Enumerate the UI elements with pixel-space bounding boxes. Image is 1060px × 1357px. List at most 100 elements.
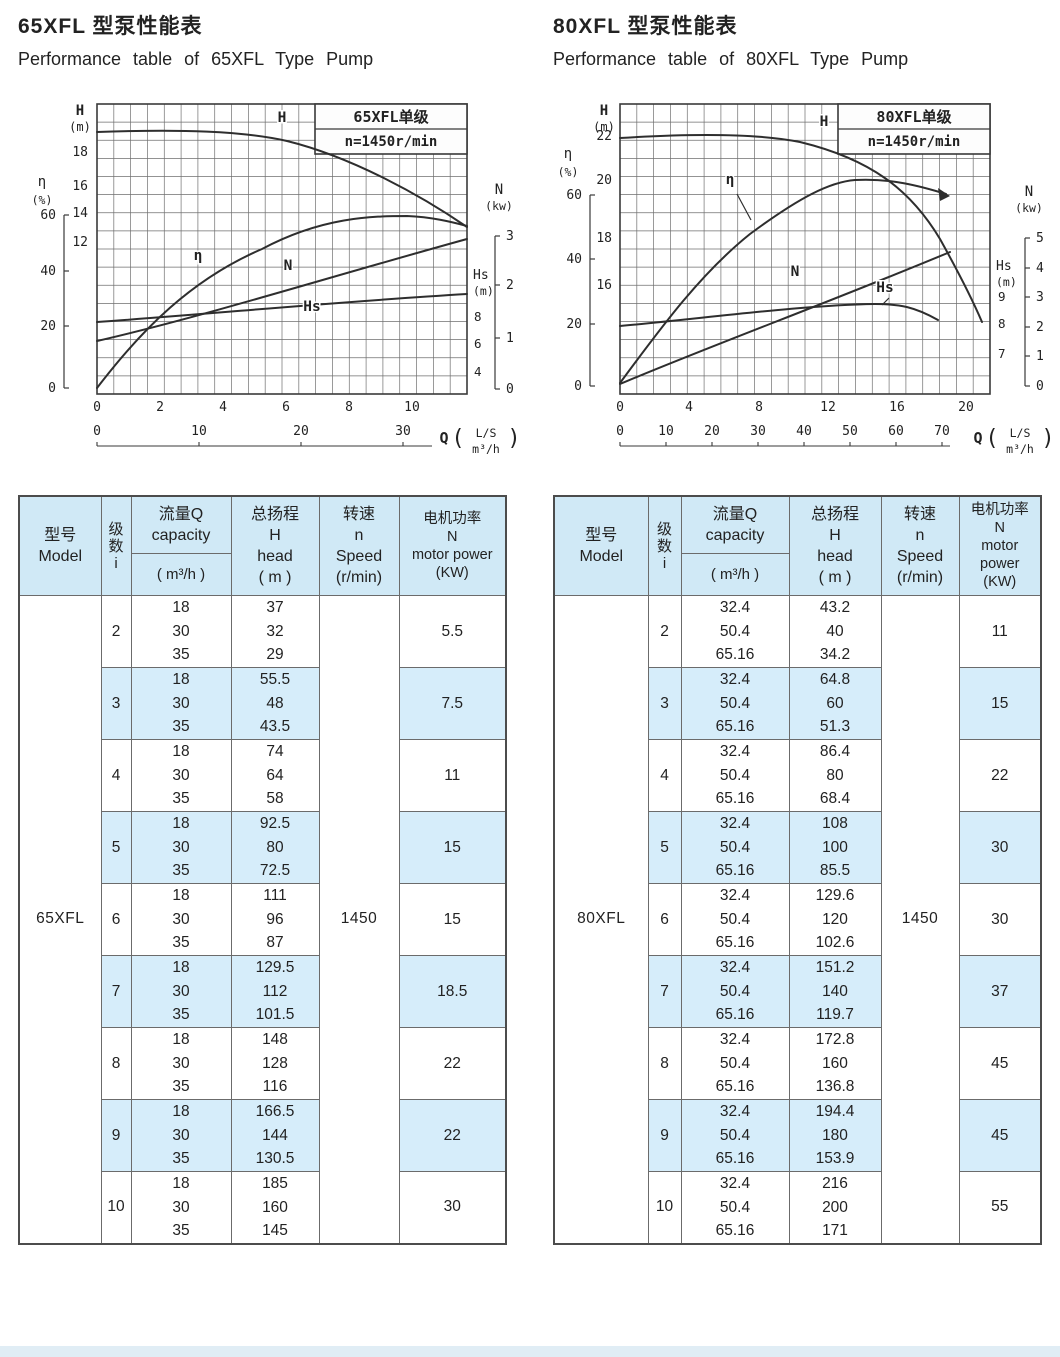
head-value-cell: 166.5 [230, 1099, 319, 1124]
n-axis-label: N [495, 182, 503, 198]
curve-H [619, 133, 983, 323]
x-axis-tick-ls: 4 [219, 400, 227, 415]
title-zh-80xfl: 80XFL 型泵性能表 [553, 15, 738, 38]
head-value-cell: 102.6 [788, 931, 881, 956]
curve-label-Hs: Hs [303, 299, 320, 315]
hs-axis-tick: 6 [474, 336, 482, 351]
table-row: 65.16 119.7 [554, 1003, 1041, 1028]
capacity-value-cell: 32.4 [680, 667, 789, 692]
table-row: 35 72.5 [19, 859, 506, 884]
table-row: 30 160 [19, 1195, 506, 1220]
head-value-cell: 74 [230, 739, 319, 764]
header-speed-line: n [354, 527, 364, 544]
head-value-cell: 180 [788, 1123, 881, 1148]
stage-cell: 6 [647, 883, 681, 956]
head-value-cell: 64 [230, 763, 319, 788]
capacity-value-cell: 32.4 [680, 1027, 789, 1052]
chart-title: 65XFL单级 [353, 108, 429, 126]
title-en-80xfl: Performance table of 80XFL Type Pump [553, 49, 909, 69]
head-value-cell: 148 [230, 1027, 319, 1052]
header-power-line: (KW) [983, 574, 1017, 590]
header-power-line: N [447, 529, 458, 545]
h-axis-label: H [600, 103, 608, 119]
table-row: 50.4 40 [554, 619, 1041, 644]
header-stage-line: 数 [108, 537, 124, 555]
capacity-value-cell: 18 [130, 955, 231, 980]
x-axis-tick-m3h: 10 [191, 424, 207, 439]
h-axis-unit: (m) [69, 120, 91, 134]
head-value-cell: 85.5 [788, 859, 881, 884]
head-value-cell: 108 [788, 811, 881, 836]
capacity-value-cell: 65.16 [680, 1003, 789, 1028]
header-power-line: N [994, 520, 1005, 536]
h-axis-tick: 16 [72, 179, 88, 194]
header-capacity-title-line: capacity [151, 526, 211, 544]
header-power-line: motor power [411, 547, 493, 563]
h-axis-tick: 18 [72, 145, 88, 160]
table-row: 30 80 [19, 835, 506, 860]
head-value-cell: 129.6 [788, 883, 881, 908]
header-power-line: motor power [980, 538, 1020, 572]
x-axis-tick-m3h: 20 [704, 424, 720, 439]
head-value-cell: 100 [788, 835, 881, 860]
table-row: 6 18 111 15 [19, 883, 506, 956]
table-row: 35 58 [19, 787, 506, 812]
hs-axis-tick: 7 [998, 346, 1006, 361]
power-value-cell: 15 [398, 811, 506, 884]
table-row: 3 18 55.5 7.5 [19, 667, 506, 740]
capacity-value-cell: 50.4 [680, 835, 789, 860]
title-en-65xfl: Performance table of 65XFL Type Pump [18, 49, 374, 69]
header-model-line: 型号 [585, 527, 618, 544]
stage-cell: 9 [100, 1099, 131, 1172]
table-row: 65.16 136.8 [554, 1075, 1041, 1100]
header-model: 型号 Model [20, 525, 101, 567]
x-axis-tick-ls: 6 [282, 400, 290, 415]
x-axis-tick-m3h: 60 [888, 424, 904, 439]
capacity-value-cell: 30 [130, 907, 231, 932]
x-axis-tick-ls: 2 [156, 400, 164, 415]
head-value-cell: 144 [230, 1123, 319, 1148]
capacity-value-cell: 18 [130, 811, 231, 836]
header-capacity-cell: 流量Q capacity ( m³/h ) [130, 496, 231, 596]
x-axis-tick-m3h: 40 [796, 424, 812, 439]
header-speed: 转速 n Speed (r/min) [882, 504, 959, 588]
x-axis-tick-m3h: 30 [750, 424, 766, 439]
capacity-value-cell: 65.16 [680, 1075, 789, 1100]
eta-axis-tick: 40 [40, 264, 56, 279]
stage-cell: 8 [647, 1027, 681, 1100]
table-row: 35 101.5 [19, 1003, 506, 1028]
power-value-cell: 22 [958, 739, 1041, 812]
table-row: 65XFL 2 18 37 1450 5.5 [18, 595, 506, 1244]
curve-N [619, 251, 951, 385]
header-capacity-title-line: capacity [705, 526, 765, 544]
chart-subtitle: n=1450r/min [868, 134, 961, 150]
table-row: 4 32.4 86.4 22 [554, 739, 1041, 812]
header-capacity-title: 流量Q capacity [131, 497, 231, 554]
h-axis-tick: 14 [72, 206, 88, 221]
table-row: 30 48 [19, 691, 506, 716]
capacity-value-cell: 65.16 [680, 715, 789, 740]
power-value-cell: 45 [958, 1027, 1041, 1100]
curve-η [96, 214, 468, 389]
header-model-line: Model [579, 548, 624, 565]
n-axis-tick: 1 [1036, 349, 1044, 364]
q-unit-m3h: m³/h [472, 442, 500, 456]
head-value-cell: 128 [230, 1051, 319, 1076]
hs-axis-unit: (m) [996, 275, 1017, 289]
power-value-cell: 15 [398, 883, 506, 956]
header-capacity-title: 流量Q capacity [681, 497, 789, 554]
table-row: 6 32.4 129.6 30 [554, 883, 1041, 956]
header-capacity-unit: ( m³/h ) [156, 565, 206, 583]
table-row: 65.16 68.4 [554, 787, 1041, 812]
table-row: 4 18 74 11 [19, 739, 506, 812]
capacity-value-cell: 32.4 [680, 739, 789, 764]
eta-axis-tick: 20 [40, 319, 56, 334]
h-axis-tick: 20 [596, 173, 612, 188]
table-row: 30 32 [19, 619, 506, 644]
header-speed-cell: 转速 n Speed (r/min) [880, 496, 959, 596]
